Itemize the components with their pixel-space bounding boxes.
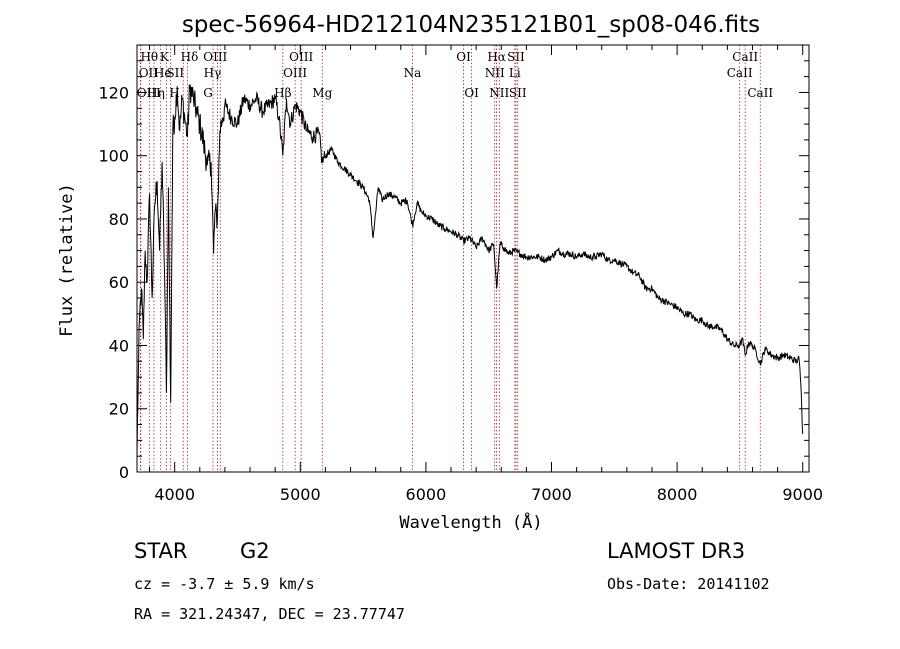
- x-tick-label: 4000: [154, 485, 195, 504]
- redshift-info: cz = -3.7 ± 5.9 km/s: [134, 575, 315, 593]
- line-marker-label: SII: [509, 86, 527, 100]
- plot-frame: [136, 44, 810, 473]
- y-tick-label: 0: [119, 463, 129, 482]
- survey-name: LAMOST DR3: [607, 539, 745, 563]
- y-tick-label: 120: [98, 83, 129, 102]
- line-marker-label: OIII: [289, 50, 313, 64]
- line-marker-label: OIII: [283, 66, 307, 80]
- x-axis-label: Wavelength (Å): [399, 511, 542, 533]
- line-marker-label: SII: [166, 66, 184, 80]
- object-class: STAR: [134, 539, 187, 563]
- x-axis: 4000 5000 6000 7000 8000 9000: [149, 45, 823, 504]
- y-axis: 0 20 40 60 80 100 120: [98, 60, 809, 482]
- line-marker-label: Hη: [147, 86, 165, 100]
- x-tick-label: 8000: [657, 485, 698, 504]
- line-marker-label: CaII: [727, 66, 753, 80]
- line-marker-label: OIII: [137, 86, 161, 100]
- line-marker-label: Hδ: [181, 50, 199, 64]
- line-marker-label: SII: [507, 50, 525, 64]
- line-marker-label: Hβ: [274, 86, 291, 100]
- line-marker-label: Hγ: [204, 66, 222, 80]
- line-marker-label: OIII: [203, 50, 227, 64]
- y-tick-label: 20: [109, 400, 129, 419]
- line-marker-label: Hα: [487, 50, 506, 64]
- chart-title: spec-56964-HD212104N235121B01_sp08-046.f…: [182, 12, 760, 38]
- x-tick-label: 5000: [280, 485, 321, 504]
- line-marker-label: CaII: [747, 86, 773, 100]
- spectrum-line: [136, 84, 804, 457]
- line-marker-label: OII: [139, 66, 159, 80]
- line-marker-label: K: [160, 50, 170, 64]
- line-marker-label: CaII: [732, 50, 758, 64]
- y-tick-label: 100: [98, 147, 129, 166]
- line-marker-label: OI: [464, 86, 479, 100]
- line-marker-label: Li: [509, 66, 521, 80]
- line-marker-label: OI: [456, 50, 471, 64]
- y-tick-label: 80: [109, 210, 129, 229]
- line-marker-label: Mg: [312, 86, 332, 100]
- x-tick-label: 6000: [406, 485, 447, 504]
- obs-date: Obs-Date: 20141102: [607, 575, 770, 593]
- y-axis-label: Flux (relative): [57, 183, 77, 337]
- line-marker-label: Na: [404, 66, 422, 80]
- object-subclass: G2: [240, 539, 270, 563]
- line-marker-label: NII: [485, 66, 505, 80]
- line-marker-label: G: [203, 86, 213, 100]
- line-marker-label: He: [154, 66, 172, 80]
- y-tick-label: 40: [109, 336, 129, 355]
- line-marker-label: Hθ: [140, 50, 158, 64]
- spectrum-series: [136, 84, 804, 457]
- x-tick-label: 9000: [782, 485, 823, 504]
- line-marker-label: H: [169, 86, 179, 100]
- coordinates: RA = 321.24347, DEC = 23.77747: [134, 605, 405, 623]
- line-marker-label: NII: [489, 86, 509, 100]
- x-tick-label: 7000: [531, 485, 572, 504]
- y-tick-label: 60: [109, 273, 129, 292]
